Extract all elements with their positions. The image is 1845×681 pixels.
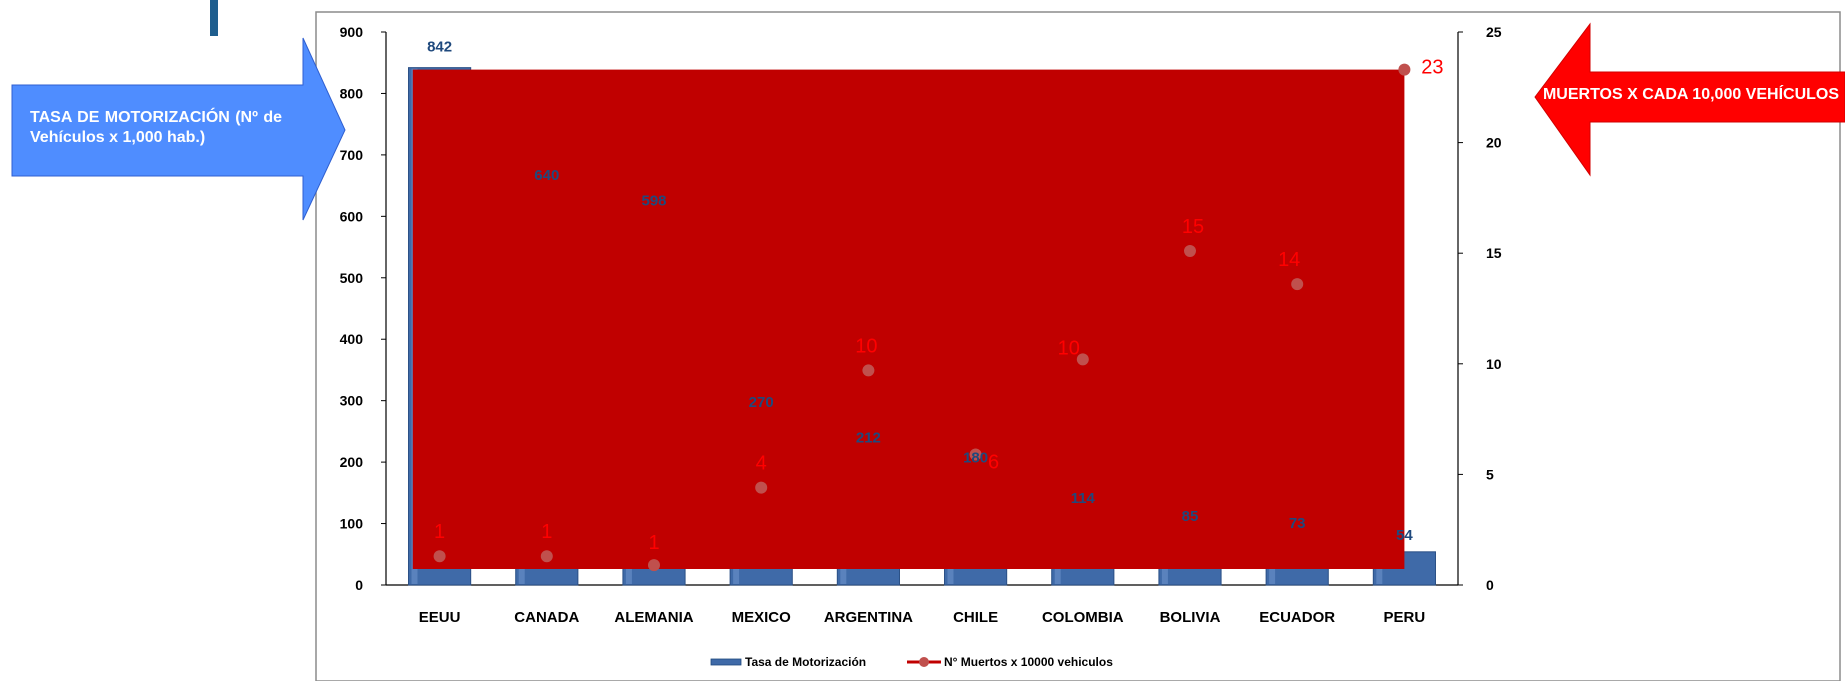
bar-data-label: 270: [749, 394, 774, 411]
x-category-label: EEUU: [419, 609, 461, 626]
x-category-label: COLOMBIA: [1042, 609, 1124, 626]
right-tick-label: 25: [1486, 24, 1502, 40]
left-tick-label: 0: [355, 577, 363, 593]
line-data-label: 1: [434, 521, 445, 543]
line-data-label: 23: [1421, 57, 1443, 79]
legend-line-marker: [919, 657, 929, 667]
bar-data-label: 54: [1396, 527, 1413, 544]
line-marker: [433, 550, 446, 563]
bar-data-label: 180: [963, 449, 988, 466]
line-marker: [969, 448, 982, 461]
left-tick-label: 100: [340, 516, 364, 532]
bar-data-label: 598: [641, 193, 666, 210]
x-category-label: PERU: [1384, 609, 1426, 626]
left-tick-label: 200: [340, 454, 364, 470]
right-axis-ticks: 0 5 10 15 20 25: [1458, 24, 1502, 593]
legend-bar-swatch: [710, 658, 742, 666]
right-tick-label: 20: [1486, 135, 1502, 151]
right-callout-text: MUERTOS X CADA 10,000 VEHÍCULOS: [1542, 86, 1840, 103]
x-category-label: ALEMANIA: [614, 609, 693, 626]
legend-line-label: N° Muertos x 10000 vehiculos: [944, 655, 1113, 669]
left-callout-text: TASA DE MOTORIZACIÓN (Nº de Vehículos x …: [30, 109, 282, 146]
bar-data-label: 85: [1182, 508, 1199, 525]
legend-bar-label: Tasa de Motorización: [745, 655, 866, 669]
right-tick-label: 10: [1486, 356, 1502, 372]
x-axis-category-labels: EEUU CANADA ALEMANIA MEXICO ARGENTINA CHILE CO…: [419, 609, 1425, 626]
left-tick-label: 900: [340, 24, 364, 40]
x-category-label: ECUADOR: [1259, 609, 1335, 626]
right-tick-label: 0: [1486, 577, 1494, 593]
line-data-label: 14: [1278, 249, 1300, 271]
line-marker: [1076, 353, 1089, 366]
line-marker: [1291, 278, 1304, 291]
line-data-label: 4: [756, 453, 767, 475]
line-marker: [540, 550, 553, 563]
left-tick-label: 300: [340, 393, 364, 409]
right-tick-label: 15: [1486, 245, 1502, 261]
line-data-label: 1: [648, 532, 659, 554]
line-series: [412, 63, 1411, 572]
line-data-label: 6: [988, 451, 999, 473]
left-tick-label: 400: [340, 331, 364, 347]
bar-data-label: 114: [1071, 490, 1096, 507]
line-marker: [862, 364, 875, 377]
legend: Tasa de Motorización N° Muertos x 10000 …: [710, 655, 1113, 669]
left-axis-ticks: 0 100 200 300 400 500 600 700 800 900: [340, 24, 386, 593]
x-category-label: MEXICO: [732, 609, 792, 626]
bar-data-label: 212: [856, 430, 881, 447]
left-tick-label: 700: [340, 147, 364, 163]
left-tick-label: 800: [340, 85, 364, 101]
left-tick-label: 600: [340, 208, 364, 224]
left-callout-arrow: [11, 37, 346, 221]
right-callout-arrow: [1534, 22, 1845, 177]
x-category-label: BOLIVIA: [1160, 609, 1221, 626]
line-marker: [648, 559, 660, 572]
x-category-label: CHILE: [953, 609, 998, 626]
decorative-bar: [210, 0, 218, 36]
x-category-label: ARGENTINA: [824, 609, 913, 626]
line-marker: [755, 481, 768, 494]
bar-data-label: 842: [427, 39, 452, 56]
line-data-label: 15: [1182, 216, 1204, 238]
right-tick-label: 5: [1486, 466, 1494, 482]
line-data-label: 10: [1058, 337, 1080, 359]
line-path: [439, 69, 1406, 567]
line-marker: [1184, 244, 1196, 257]
bar-data-label: 73: [1289, 515, 1306, 532]
line-marker: [1398, 63, 1411, 76]
line-data-label: 1: [541, 521, 552, 543]
left-tick-label: 500: [340, 270, 364, 286]
line-series-fill: [412, 69, 1405, 569]
line-data-label: 10: [855, 335, 877, 357]
x-category-label: CANADA: [514, 609, 579, 626]
bar-data-label: 640: [534, 167, 559, 184]
